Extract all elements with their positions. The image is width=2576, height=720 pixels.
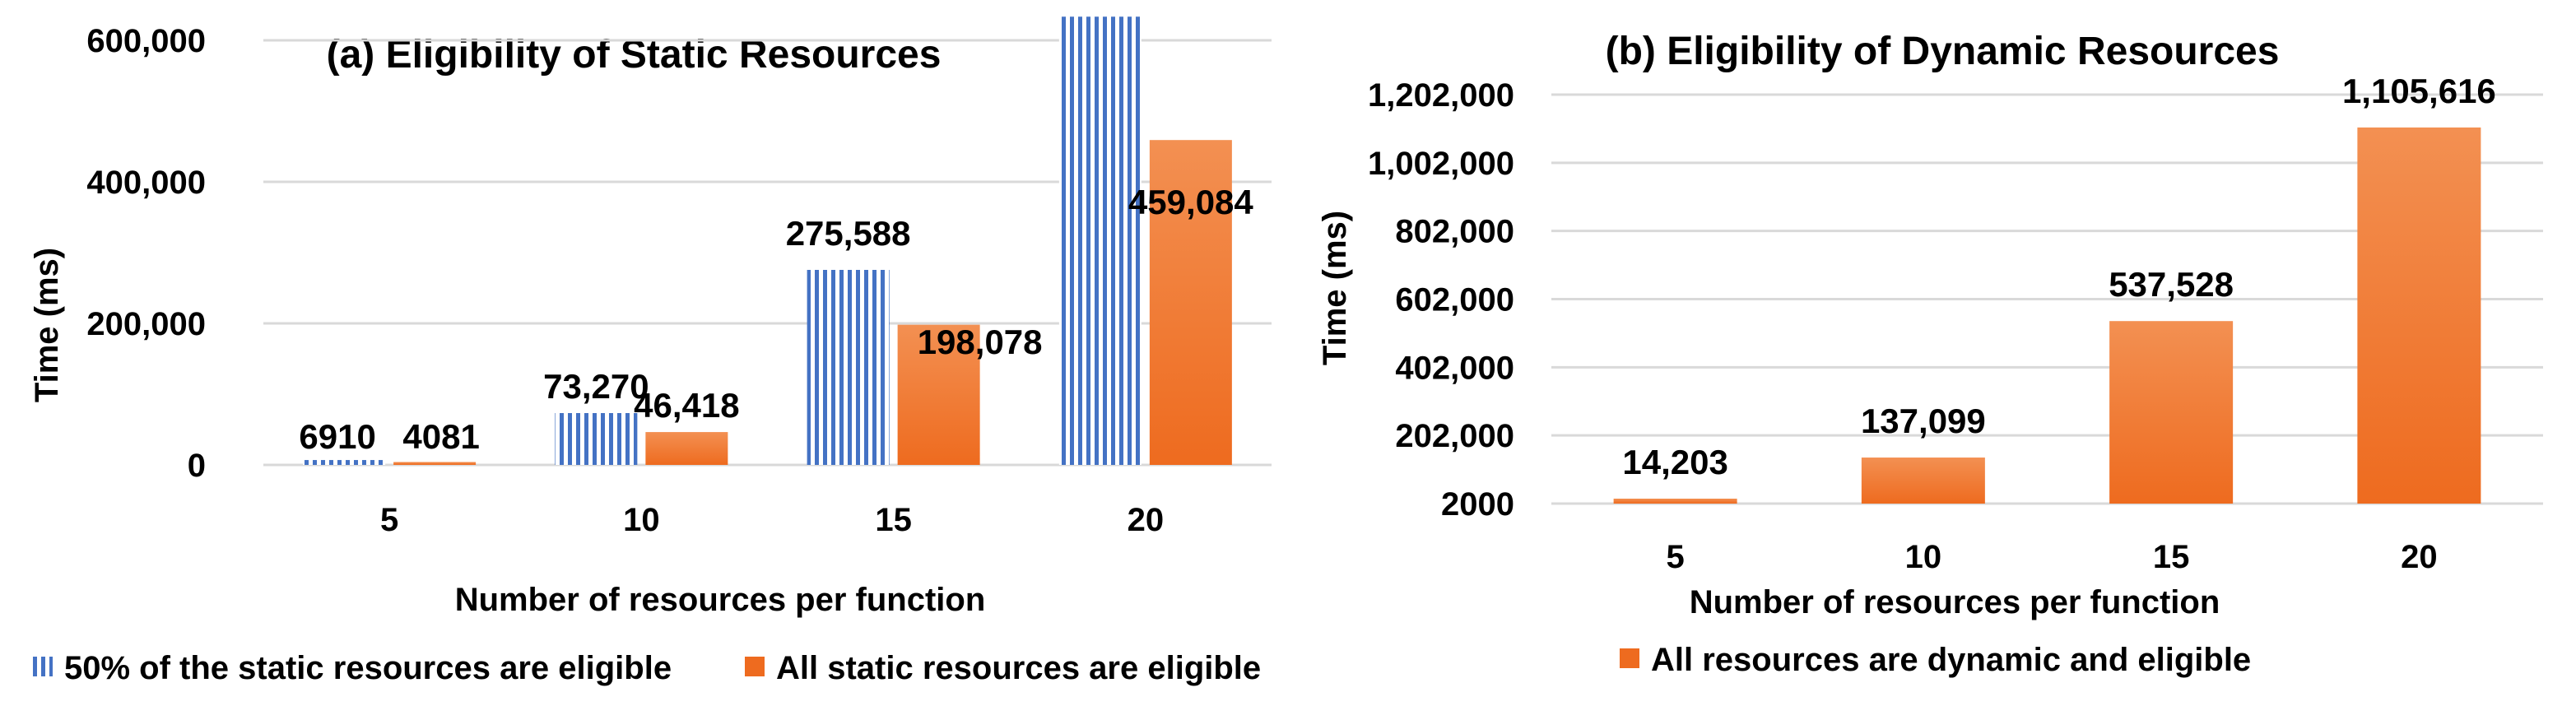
legend-swatch-static-all bbox=[745, 657, 765, 676]
chart-b-legend: All resources are dynamic and eligible bbox=[1620, 642, 2251, 678]
legend-swatch-static-half bbox=[33, 657, 53, 676]
bar-dynamic bbox=[2109, 321, 2234, 504]
bar-dynamic bbox=[1613, 499, 1737, 504]
bar-static-all bbox=[393, 462, 477, 465]
data-label-dynamic: 14,203 bbox=[1622, 443, 1727, 481]
bar-dynamic bbox=[1861, 458, 1985, 504]
chart-a: (a) Eligibility of Static Resources Time… bbox=[29, 16, 1272, 686]
chart-b-category-label: 20 bbox=[2401, 539, 2438, 575]
chart-a-legend: 50% of the static resources are eligible… bbox=[33, 650, 1261, 686]
chart-b-ytick-label: 602,000 bbox=[1395, 282, 1514, 318]
chart-a-y-ticks: 0 200,000 400,000 600,000 bbox=[86, 23, 206, 484]
data-label-static-half: 275,588 bbox=[786, 214, 911, 253]
data-label-static-all: 198,078 bbox=[918, 323, 1043, 361]
chart-b-category-label: 5 bbox=[1667, 539, 1685, 575]
chart-b-x-ticks: 5 10 15 20 bbox=[1667, 539, 2438, 575]
chart-b-title: (b) Eligibility of Dynamic Resources bbox=[1606, 30, 2280, 73]
chart-b-ytick-label: 402,000 bbox=[1395, 350, 1514, 386]
chart-a-x-ticks: 5 10 15 20 bbox=[380, 502, 1164, 538]
chart-b-ytick-label: 2000 bbox=[1441, 486, 1514, 523]
legend-label-static-all: All static resources are eligible bbox=[776, 650, 1261, 686]
data-label-dynamic: 137,099 bbox=[1861, 402, 1986, 440]
data-label-static-half: 73,270 bbox=[543, 367, 649, 406]
chart-b-ylabel: Time (ms) bbox=[1317, 211, 1353, 365]
legend-label-dynamic: All resources are dynamic and eligible bbox=[1651, 642, 2251, 678]
chart-a-category-label: 15 bbox=[875, 502, 912, 538]
chart-b-ytick-label: 1,202,000 bbox=[1368, 77, 1514, 114]
chart-b-xlabel: Number of resources per function bbox=[1690, 584, 2220, 620]
bar-static-all bbox=[897, 324, 980, 465]
chart-a-ytick-label: 400,000 bbox=[86, 165, 206, 201]
chart-a-category-label: 10 bbox=[623, 502, 660, 538]
chart-a-ylabel: Time (ms) bbox=[29, 248, 65, 402]
data-label-dynamic: 537,528 bbox=[2109, 265, 2234, 304]
chart-b: (b) Eligibility of Dynamic Resources Tim… bbox=[1317, 30, 2543, 678]
chart-b-category-label: 15 bbox=[2153, 539, 2190, 575]
chart-a-category-label: 5 bbox=[380, 502, 398, 538]
chart-b-ytick-label: 202,000 bbox=[1395, 418, 1514, 454]
data-label-static-all: 459,084 bbox=[1128, 183, 1253, 221]
bar-static-half bbox=[303, 460, 386, 465]
legend-label-static-half: 50% of the static resources are eligible bbox=[64, 650, 672, 686]
chart-a-ytick-label: 200,000 bbox=[86, 306, 206, 342]
bar-static-all bbox=[645, 432, 728, 465]
bar-static-all bbox=[1149, 140, 1232, 466]
bar-static-half bbox=[1058, 16, 1142, 465]
chart-b-ytick-label: 1,002,000 bbox=[1368, 146, 1514, 182]
data-label-static-all: 46,418 bbox=[634, 386, 739, 425]
chart-b-y-ticks: 2000 202,000 402,000 602,000 802,000 1,002,00… bbox=[1368, 77, 1514, 523]
data-label-dynamic: 1,105,616 bbox=[2342, 72, 2496, 110]
chart-a-category-label: 20 bbox=[1128, 502, 1165, 538]
chart-b-bars: 14,203 137,099 537,528 1,105,616 bbox=[1613, 72, 2496, 504]
legend-swatch-dynamic bbox=[1620, 648, 1639, 668]
chart-a-ytick-label: 600,000 bbox=[86, 23, 206, 59]
chart-b-category-label: 10 bbox=[1905, 539, 1942, 575]
chart-a-xlabel: Number of resources per function bbox=[455, 582, 986, 618]
chart-a-bars: 6910408173,27046,418275,588198,078633,41… bbox=[299, 16, 1253, 466]
data-label-static-all: 4081 bbox=[402, 417, 479, 456]
chart-a-ytick-label: 0 bbox=[188, 448, 206, 484]
bar-dynamic bbox=[2357, 127, 2481, 504]
data-label-static-half: 6910 bbox=[299, 417, 375, 456]
chart-b-ytick-label: 802,000 bbox=[1395, 214, 1514, 250]
bar-static-half bbox=[555, 412, 638, 465]
bar-static-half bbox=[807, 269, 890, 465]
